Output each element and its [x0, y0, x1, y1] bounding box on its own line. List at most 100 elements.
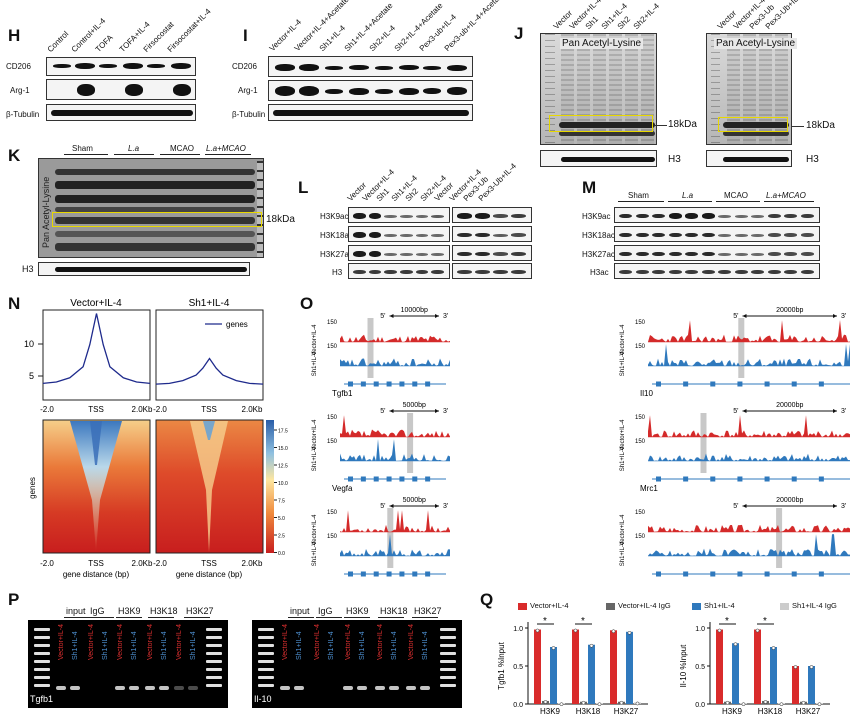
q-ylabel-1: Il-10 %Input — [679, 644, 688, 687]
dir-right-1: 3' — [841, 313, 846, 320]
highlight-region-3 — [700, 413, 707, 473]
gene-name-3: Mrc1 — [640, 484, 658, 493]
blot-j-left-h3 — [540, 150, 657, 167]
vector-max-5: 150 — [635, 510, 646, 516]
gel-lane-label: Sh1+IL-4 — [422, 631, 430, 660]
vector-max-0: 150 — [327, 320, 338, 326]
scale-label-1: 20000bp — [776, 307, 803, 314]
vector-track-label-2: Vector+IL-4 — [312, 419, 318, 451]
bar-1-H3K27-0 — [792, 666, 799, 704]
q-sig-star-0-0: * — [543, 616, 547, 627]
scale-label-2: 5000bp — [403, 402, 426, 409]
profile-legend: genes — [226, 320, 248, 329]
gel-lane-label: Sh1+IL-4 — [72, 631, 79, 660]
row-label-m-h3k9ac: H3K9ac — [582, 212, 611, 221]
vector-track-5 — [648, 524, 850, 532]
row-label-m-h3k18ac: H3K18ac — [582, 231, 615, 240]
q-xtick-0-2: H3K27 — [614, 707, 639, 716]
gel-band — [406, 686, 417, 690]
blot-j-left-acetyl — [540, 33, 657, 145]
q-ytick-0-1: 0.5 — [513, 664, 523, 671]
hm-xtick-b-right: 2.0Kb — [242, 559, 263, 568]
xtick-b-right: 2.0Kb — [242, 405, 263, 414]
dir-left-0: 5' — [380, 313, 385, 320]
h-lane-label-5: Firsocostat+IL-4 — [165, 6, 213, 54]
blot-m-row0 — [614, 207, 820, 223]
gel-il10: Vector+IL-4 Sh1+IL-4 Vector+IL-4 Sh1+IL-4 Ve… — [252, 620, 462, 708]
bar-1-H3K9-0 — [716, 629, 723, 704]
hm-xtick-a-left: -2.0 — [40, 559, 54, 568]
gel-lane-label: Vector+IL-4 — [408, 624, 416, 660]
blot-j-right-acetyl — [706, 33, 792, 145]
vector-max-2: 150 — [327, 415, 338, 421]
gel-band — [70, 686, 80, 690]
group-label-k-sham: Sham — [72, 144, 93, 153]
group-label-k-mcao: MCAO — [170, 144, 194, 153]
gel-lane-label: Sh1+IL-4 — [359, 631, 367, 660]
blot-l-row0-part1 — [452, 207, 532, 223]
gel-band — [420, 686, 431, 690]
xtick-a-tss: TSS — [88, 405, 104, 414]
vector-track-label-0: Vector+IL-4 — [312, 324, 318, 356]
marker-label-k: 18kDa — [266, 214, 295, 225]
i-lane-label-7: Pex3-ub+IL-4+Acetate — [442, 0, 506, 54]
sh1-track-3 — [648, 453, 850, 461]
vector-track-1 — [648, 320, 850, 342]
gel-tgfb1: Vector+IL-4 Sh1+IL-4 Vector+IL-4 Sh1+IL-4 Ve… — [28, 620, 228, 708]
marker-tick-j-right — [792, 126, 804, 127]
blot-h-tubulin — [46, 104, 196, 121]
vector-track-3 — [648, 415, 850, 437]
legend-swatch-3 — [780, 603, 789, 610]
q-sig-star-1-0: * — [725, 616, 729, 627]
group-label-m-la: L.a — [682, 191, 694, 200]
sh1-track-label-4: Sh1+IL-4 — [312, 541, 318, 566]
vector-track-4 — [340, 510, 450, 532]
genome-tracks-o: 5' 3' 10000bp 150 Vector+IL-4 150 Sh1+IL-4 Tgfb… — [312, 307, 850, 580]
dir-left-1: 5' — [733, 313, 738, 320]
bar-dot-1-1-3 — [779, 702, 784, 707]
sh1-max-2: 150 — [327, 439, 338, 445]
panel-label-l: L — [298, 178, 309, 197]
gel-header-igg: IgG — [90, 606, 105, 616]
dir-right-3: 3' — [841, 408, 846, 415]
vector-track-label-5: Vector+IL-4 — [620, 514, 626, 546]
legend-swatch-0 — [518, 603, 527, 610]
bar-0-H3K9-0 — [534, 629, 541, 704]
gel-lane-label: Vector+IL-4 — [146, 624, 154, 660]
heatmap-ylabel: genes — [28, 477, 37, 499]
blot-i-tubulin — [268, 104, 473, 121]
bar-0-H3K9-2 — [550, 647, 557, 704]
panel-label-p: P — [8, 590, 20, 609]
gel-band — [280, 686, 290, 690]
gel-band — [188, 686, 199, 690]
gel-lane-label: Sh1+IL-4 — [101, 631, 109, 660]
xtick-a-left: -2.0 — [40, 405, 54, 414]
row-label-tubulin: β-Tubulin — [6, 110, 40, 119]
legend-swatch-2 — [692, 603, 701, 610]
blot-title-k: Pan Acetyl-Lysine — [41, 176, 51, 248]
sh1-max-1: 150 — [635, 344, 646, 350]
gel-lane-label: Sh1+IL-4 — [296, 631, 303, 660]
blot-m-row2 — [614, 245, 820, 261]
vector-track-label-1: Vector+IL-4 — [620, 324, 626, 356]
highlight-region-5 — [776, 508, 783, 568]
bar-dot-0-0-2 — [551, 646, 556, 650]
blot-i-arg1 — [268, 80, 473, 101]
gene-name-0: Tgfb1 — [332, 389, 353, 398]
q-sig-star-1-1: * — [763, 616, 767, 627]
gel-header-h3k18: H3K18 — [380, 606, 408, 616]
group-label-k-la: L.a — [128, 144, 140, 153]
bar-dot-1-0-1 — [725, 700, 730, 705]
panel-label-m: M — [582, 178, 597, 197]
bar-dot-0-1-2 — [589, 643, 594, 648]
sh1-max-4: 150 — [327, 534, 338, 540]
profile-line-sh1 — [155, 357, 264, 385]
gel-header-input: input — [290, 606, 310, 616]
bar-dot-0-0-1 — [543, 700, 548, 704]
q-ytick-0-2: 1.0 — [513, 626, 523, 633]
dir-left-2: 5' — [380, 408, 385, 415]
blot-h-arg1 — [46, 79, 196, 100]
blot-m-row1 — [614, 226, 820, 242]
row-label-cd206: CD206 — [6, 62, 31, 71]
gel-band — [388, 686, 399, 690]
